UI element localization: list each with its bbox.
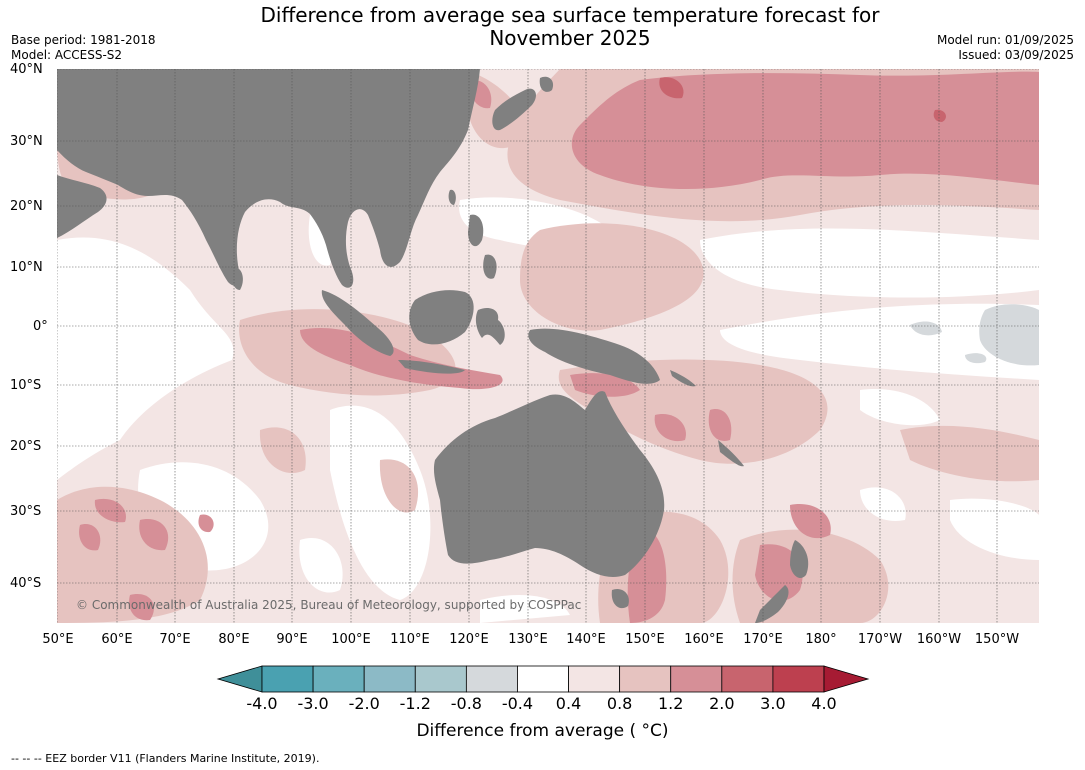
very-strong-anomaly-regions: [659, 77, 946, 122]
lon-label-150e: 150°E: [625, 632, 665, 647]
model-info: Base period: 1981-2018 Model: ACCESS-S2: [11, 33, 156, 63]
lon-label-150w: 150°W: [974, 632, 1020, 647]
lon-label-130e: 130°E: [508, 632, 548, 647]
lon-label-70e: 70°E: [159, 632, 191, 647]
colorbar-tick-label: 1.2: [657, 694, 684, 713]
lon-label-180: 180°: [805, 632, 837, 647]
lon-label-140e: 140°E: [566, 632, 606, 647]
lat-label-20n: 20°N: [10, 199, 43, 214]
base-period: Base period: 1981-2018: [11, 33, 156, 47]
eez-footnote: -- -- -- EEZ border V11 (Flanders Marine…: [11, 752, 320, 765]
title-line-2: November 2025: [489, 26, 651, 50]
lat-label-30s: 30°S: [10, 504, 42, 519]
strong-anomaly-regions: [79, 71, 1039, 623]
lon-label-160e: 160°E: [684, 632, 724, 647]
lon-label-50e: 50°E: [42, 632, 74, 647]
chart-title: Difference from average sea surface temp…: [0, 4, 1085, 50]
lat-label-40n: 40°N: [10, 62, 43, 77]
lon-label-80e: 80°E: [218, 632, 250, 647]
issued-date: Issued: 03/09/2025: [958, 48, 1074, 62]
lon-label-60e: 60°E: [101, 632, 133, 647]
copyright-credit: © Commonwealth of Australia 2025, Bureau…: [76, 598, 582, 612]
title-line-1: Difference from average sea surface temp…: [260, 3, 880, 27]
lon-label-110e: 110°E: [390, 632, 430, 647]
lat-label-10s: 10°S: [10, 378, 42, 393]
land-masses: [57, 69, 809, 623]
colorbar-tick-label: -3.0: [297, 694, 329, 713]
lon-label-120e: 120°E: [449, 632, 489, 647]
colorbar-tick-label: 2.0: [709, 694, 735, 713]
colorbar-tick-label: 0.8: [606, 694, 633, 713]
neutral-anomaly-regions: [57, 197, 1039, 623]
colorbar-label: Difference from average ( °C): [416, 721, 669, 741]
lat-label-equator: 0°: [33, 319, 48, 334]
negative-anomaly-regions: [910, 304, 1039, 366]
run-info: Model run: 01/09/2025 Issued: 03/09/2025: [937, 33, 1074, 63]
colorbar-tick-label: -2.0: [348, 694, 380, 713]
lat-label-30n: 30°N: [10, 134, 43, 149]
colorbar-tick-label: -0.8: [450, 694, 482, 713]
colorbar-tick-label: 3.0: [760, 694, 786, 713]
lat-label-10n: 10°N: [10, 260, 43, 275]
colorbar-tick-label: 0.4: [555, 694, 582, 713]
colorbar-tick-label: -0.4: [501, 694, 534, 713]
lon-label-100e: 100°E: [331, 632, 371, 647]
lon-label-90e: 90°E: [276, 632, 308, 647]
lat-label-20s: 20°S: [10, 439, 42, 454]
graticule: [57, 69, 1039, 623]
colorbar-tick-label: -1.2: [399, 694, 431, 713]
colorbar-tick-label: 4.0: [811, 694, 837, 713]
lat-label-40s: 40°S: [10, 576, 42, 591]
model-name: Model: ACCESS-S2: [11, 48, 123, 62]
lon-label-170e: 170°E: [743, 632, 783, 647]
lon-label-160w: 160°W: [916, 632, 962, 647]
lon-label-170w: 170°W: [857, 632, 903, 647]
model-run-date: Model run: 01/09/2025: [936, 33, 1074, 47]
colorbar-tick-label: -4.0: [246, 694, 278, 713]
